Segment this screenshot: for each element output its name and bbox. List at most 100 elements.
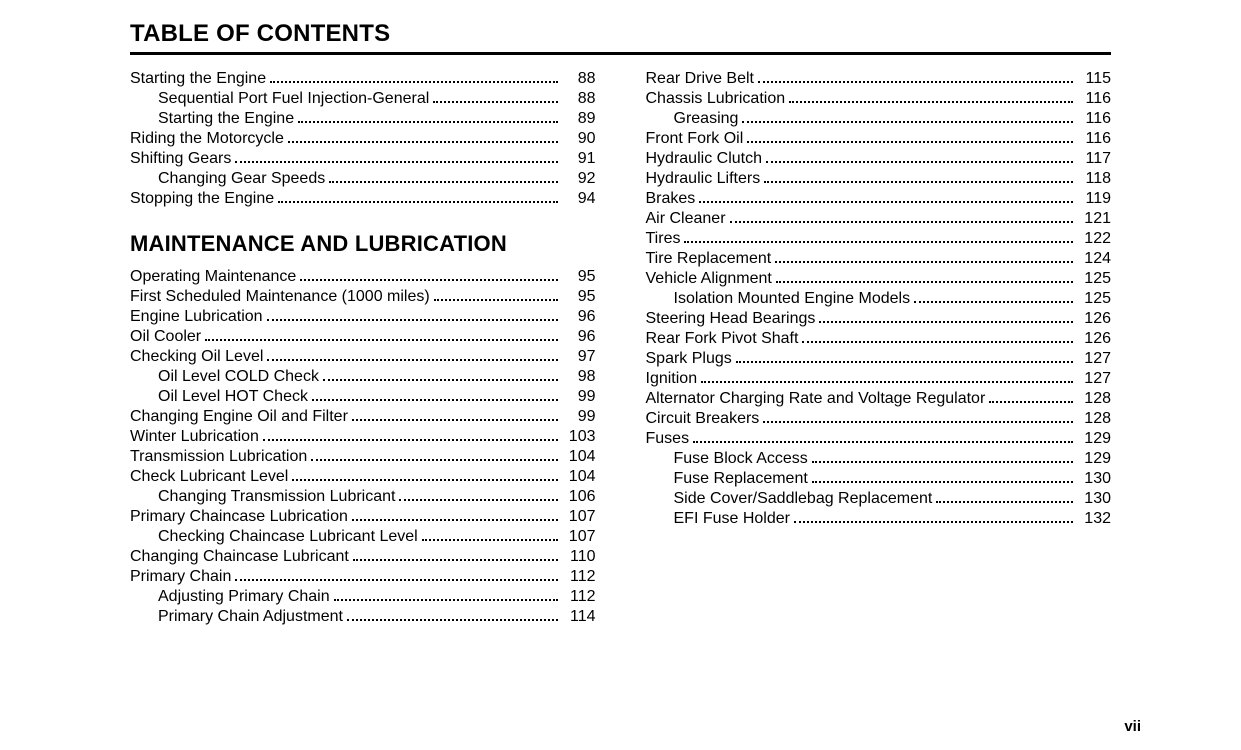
toc-entry-label: Steering Head Bearings bbox=[646, 309, 816, 329]
toc-entry-page: 124 bbox=[1077, 249, 1111, 269]
toc-entry-page: 126 bbox=[1077, 329, 1111, 349]
toc-entry-label: Brakes bbox=[646, 189, 696, 209]
toc-entry: Primary Chain 112 bbox=[130, 567, 596, 587]
toc-entry-page: 98 bbox=[562, 367, 596, 387]
toc-entry: Spark Plugs127 bbox=[646, 349, 1112, 369]
toc-entry-label: Vehicle Alignment bbox=[646, 269, 772, 289]
toc-leader-dots bbox=[433, 101, 557, 103]
toc-leader-dots bbox=[699, 201, 1073, 203]
toc-entry: Steering Head Bearings 126 bbox=[646, 309, 1112, 329]
toc-leader-dots bbox=[278, 201, 557, 203]
toc-entry: Shifting Gears91 bbox=[130, 149, 596, 169]
toc-leader-dots bbox=[300, 279, 557, 281]
toc-entry-page: 112 bbox=[562, 567, 596, 587]
toc-leader-dots bbox=[352, 519, 558, 521]
toc-entry-label: Alternator Charging Rate and Voltage Reg… bbox=[646, 389, 986, 409]
toc-entry-label: Hydraulic Lifters bbox=[646, 169, 761, 189]
toc-entry: Engine Lubrication96 bbox=[130, 307, 596, 327]
toc-entry-label: Oil Level HOT Check bbox=[130, 387, 308, 407]
toc-leader-dots bbox=[747, 141, 1073, 143]
toc-entry-label: Isolation Mounted Engine Models bbox=[646, 289, 911, 309]
toc-entry-label: Starting the Engine bbox=[130, 69, 266, 89]
toc-entry: Hydraulic Clutch117 bbox=[646, 149, 1112, 169]
toc-entry: Starting the Engine88 bbox=[130, 69, 596, 89]
toc-entry: Primary Chain Adjustment 114 bbox=[130, 607, 596, 627]
toc-right-column: Rear Drive Belt115Chassis Lubrication116… bbox=[646, 69, 1112, 627]
toc-leader-dots bbox=[989, 401, 1073, 403]
toc-entry-label: Stopping the Engine bbox=[130, 189, 274, 209]
toc-entry-page: 116 bbox=[1077, 89, 1111, 109]
toc-entry-label: Fuse Block Access bbox=[646, 449, 808, 469]
toc-entry-page: 92 bbox=[562, 169, 596, 189]
toc-entry: Side Cover/Saddlebag Replacement130 bbox=[646, 489, 1112, 509]
toc-leader-dots bbox=[789, 101, 1073, 103]
toc-entry: Greasing 116 bbox=[646, 109, 1112, 129]
toc-entry: Starting the Engine 89 bbox=[130, 109, 596, 129]
toc-entry-label: Transmission Lubrication bbox=[130, 447, 307, 467]
toc-entry-page: 116 bbox=[1077, 109, 1111, 129]
toc-entry-page: 125 bbox=[1077, 269, 1111, 289]
toc-entry: Tire Replacement124 bbox=[646, 249, 1112, 269]
toc-entry-label: Rear Drive Belt bbox=[646, 69, 754, 89]
toc-entry: Circuit Breakers128 bbox=[646, 409, 1112, 429]
toc-entry-page: 129 bbox=[1077, 449, 1111, 469]
toc-entry-label: EFI Fuse Holder bbox=[646, 509, 790, 529]
toc-entry-label: Riding the Motorcycle bbox=[130, 129, 284, 149]
toc-entry-page: 132 bbox=[1077, 509, 1111, 529]
toc-entry-label: Fuse Replacement bbox=[646, 469, 808, 489]
toc-entry-label: Primary Chain bbox=[130, 567, 231, 587]
toc-left-column: Starting the Engine88Sequential Port Fue… bbox=[130, 69, 596, 627]
toc-entry-label: Engine Lubrication bbox=[130, 307, 263, 327]
toc-entry: Checking Oil Level97 bbox=[130, 347, 596, 367]
toc-entry-label: Sequential Port Fuel Injection-General bbox=[130, 89, 429, 109]
toc-entry-label: Primary Chain Adjustment bbox=[130, 607, 343, 627]
toc-entry-label: Greasing bbox=[646, 109, 739, 129]
toc-leader-dots bbox=[205, 339, 557, 341]
toc-entry-page: 96 bbox=[562, 327, 596, 347]
toc-entry: Ignition127 bbox=[646, 369, 1112, 389]
toc-entry: Air Cleaner121 bbox=[646, 209, 1112, 229]
toc-leader-dots bbox=[684, 241, 1073, 243]
toc-entry: Fuses129 bbox=[646, 429, 1112, 449]
toc-entry-page: 128 bbox=[1077, 389, 1111, 409]
toc-entry-label: Operating Maintenance bbox=[130, 267, 296, 287]
toc-entry-page: 127 bbox=[1077, 369, 1111, 389]
toc-entry-page: 107 bbox=[562, 527, 596, 547]
toc-entry: Winter Lubrication103 bbox=[130, 427, 596, 447]
toc-entry: Rear Fork Pivot Shaft 126 bbox=[646, 329, 1112, 349]
toc-entry-label: Starting the Engine bbox=[130, 109, 294, 129]
toc-leader-dots bbox=[422, 539, 558, 541]
toc-entry-page: 89 bbox=[562, 109, 596, 129]
toc-leader-dots bbox=[311, 459, 557, 461]
toc-leader-dots bbox=[819, 321, 1073, 323]
toc-entry-page: 119 bbox=[1077, 189, 1111, 209]
toc-entry: Changing Engine Oil and Filter99 bbox=[130, 407, 596, 427]
toc-entry-label: Rear Fork Pivot Shaft bbox=[646, 329, 799, 349]
toc-entry-page: 114 bbox=[562, 607, 596, 627]
toc-entry-label: Tires bbox=[646, 229, 681, 249]
toc-leader-dots bbox=[263, 439, 558, 441]
toc-entry: Sequential Port Fuel Injection-General88 bbox=[130, 89, 596, 109]
toc-leader-dots bbox=[235, 579, 557, 581]
toc-entry-page: 130 bbox=[1077, 469, 1111, 489]
toc-entry-page: 95 bbox=[562, 267, 596, 287]
toc-leader-dots bbox=[766, 161, 1073, 163]
toc-leader-dots bbox=[352, 419, 558, 421]
toc-entry-page: 94 bbox=[562, 189, 596, 209]
toc-leader-dots bbox=[764, 181, 1073, 183]
toc-leader-dots bbox=[763, 421, 1073, 423]
toc-entry-label: Circuit Breakers bbox=[646, 409, 760, 429]
toc-entry-page: 126 bbox=[1077, 309, 1111, 329]
toc-leader-dots bbox=[288, 141, 558, 143]
toc-entry-page: 121 bbox=[1077, 209, 1111, 229]
toc-entry: Hydraulic Lifters118 bbox=[646, 169, 1112, 189]
toc-entry: Tires122 bbox=[646, 229, 1112, 249]
toc-leader-dots bbox=[298, 121, 557, 123]
toc-entry: Rear Drive Belt115 bbox=[646, 69, 1112, 89]
toc-entry-page: 117 bbox=[1077, 149, 1111, 169]
toc-entry-label: Oil Level COLD Check bbox=[130, 367, 319, 387]
toc-leader-dots bbox=[776, 281, 1073, 283]
toc-entry: Front Fork Oil116 bbox=[646, 129, 1112, 149]
toc-leader-dots bbox=[742, 121, 1073, 123]
toc-entry: Oil Level COLD Check 98 bbox=[130, 367, 596, 387]
